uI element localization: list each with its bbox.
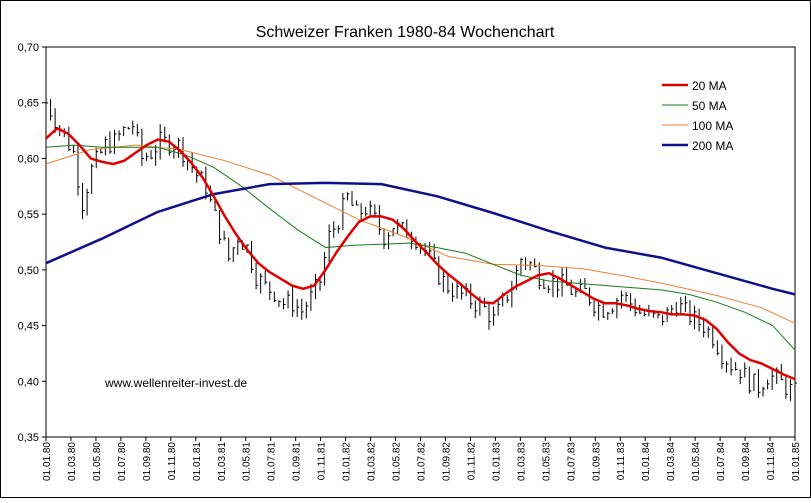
x-tick-label: 01.05.80 <box>92 442 103 481</box>
x-tick-label: 01.01.82 <box>342 442 353 481</box>
series-line-ma1 <box>45 127 796 381</box>
y-tick-label: 0,55 <box>18 209 39 221</box>
legend-label: 200 MA <box>692 139 733 153</box>
x-tick-label: 01.09.83 <box>591 442 602 481</box>
x-tick-label: 01.05.84 <box>691 442 702 481</box>
x-tick-label: 01.03.82 <box>367 442 378 481</box>
y-tick-label: 0,45 <box>18 321 39 333</box>
x-tick-label: 01.11.82 <box>466 442 477 481</box>
x-tick-label: 01.07.80 <box>117 442 128 481</box>
y-tick-label: 0,70 <box>18 42 39 54</box>
x-tick-label: 01.11.83 <box>616 442 627 481</box>
y-tick-label: 0,65 <box>18 98 39 110</box>
x-tick-label: 01.05.83 <box>541 442 552 481</box>
x-tick-label: 01.07.83 <box>566 442 577 481</box>
x-tick-label: 01.11.80 <box>167 442 178 481</box>
legend-label: 20 MA <box>692 79 727 93</box>
x-tick-label: 01.01.83 <box>491 442 502 481</box>
watermark-text: www.wellenreiter-invest.de <box>104 376 247 390</box>
series-line-ma3 <box>45 144 796 324</box>
x-tick-label: 01.01.81 <box>192 442 203 481</box>
x-tick-label: 01.01.84 <box>641 442 652 481</box>
legend: 20 MA 50 MA 100 MA 200 MA <box>662 79 733 153</box>
x-tick-label: 01.03.84 <box>666 442 677 481</box>
legend-label: 50 MA <box>692 99 727 113</box>
legend-label: 100 MA <box>692 119 733 133</box>
y-tick-label: 0,50 <box>18 265 39 277</box>
x-tick-label: 01.09.84 <box>741 442 752 481</box>
x-tick-label: 01.01.80 <box>42 442 53 481</box>
x-tick-label: 01.05.81 <box>242 442 253 481</box>
series-line-ma2 <box>45 144 796 351</box>
x-tick-label: 01.03.83 <box>516 442 527 481</box>
x-tick-label: 01.09.80 <box>142 442 153 481</box>
plot-area: 0,35 0,40 0,45 0,50 0,55 0,60 0,65 0,70 01.01.80… <box>18 42 802 481</box>
y-tick-label: 0,35 <box>18 432 39 444</box>
x-tick-label: 01.09.82 <box>441 442 452 481</box>
x-tick-label: 01.09.81 <box>292 442 303 481</box>
chart-title: Schweizer Franken 1980-84 Wochenchart <box>256 24 555 41</box>
plot-border <box>45 46 796 438</box>
x-tick-label: 01.07.81 <box>267 442 278 481</box>
x-tick-label: 01.05.82 <box>392 442 403 481</box>
y-tick-label: 0,40 <box>18 376 39 388</box>
x-tick-label: 01.01.85 <box>791 442 802 481</box>
y-tick-label: 0,60 <box>18 153 39 165</box>
x-tick-label: 01.03.81 <box>217 442 228 481</box>
x-tick-label: 01.07.84 <box>716 442 727 481</box>
x-tick-label: 01.07.82 <box>417 442 428 481</box>
x-tick-label: 01.11.84 <box>766 442 777 481</box>
x-tick-label: 01.03.80 <box>67 442 78 481</box>
series-line-ma4 <box>45 181 796 296</box>
x-tick-label: 01.11.81 <box>317 442 328 481</box>
